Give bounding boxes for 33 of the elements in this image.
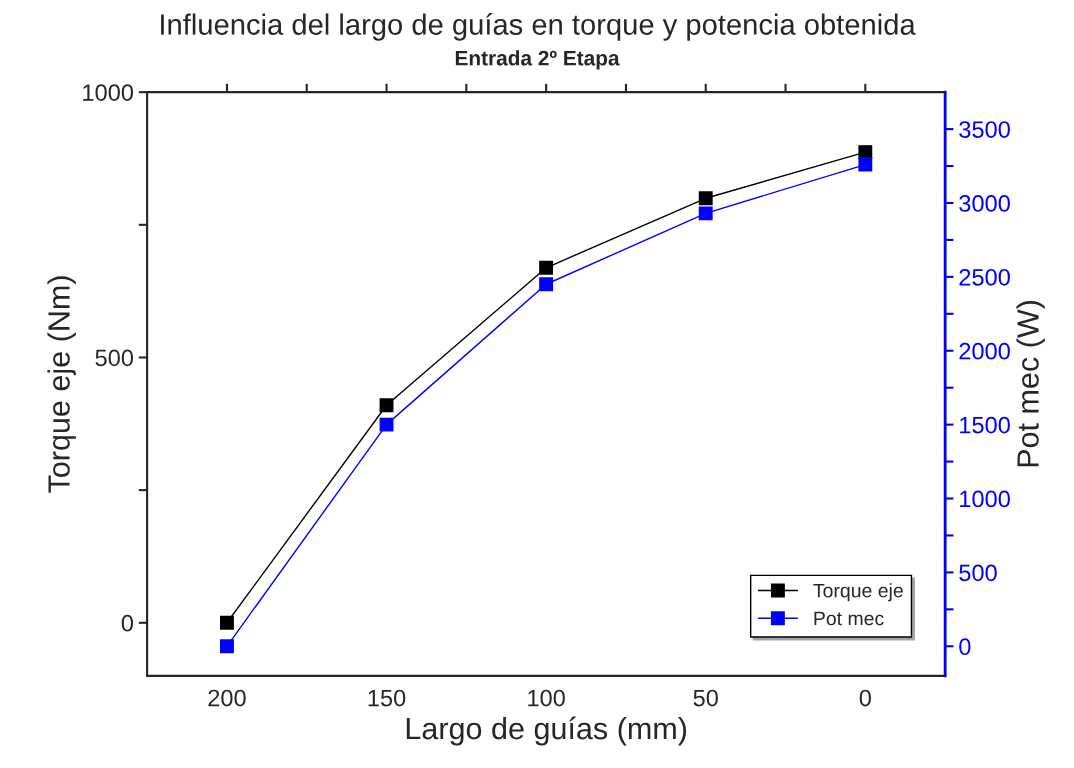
x-tick-label: 200 [208, 689, 246, 707]
y-axis-title: Torque eje (Nm) [47, 276, 76, 493]
point [539, 260, 554, 275]
x-axis-title: Largo de guías (mm) [406, 716, 687, 746]
y2-tick-label: 3000 [959, 195, 1010, 212]
point [698, 191, 713, 206]
y2-tick-label: 2500 [959, 268, 1010, 286]
y2-tick-label: 1000 [960, 490, 1010, 508]
x-tick-label: 0 [859, 689, 871, 707]
y-tick-label: 1000 [83, 84, 134, 101]
point [858, 145, 873, 160]
y-tick-label: 0 [121, 614, 134, 632]
legend-label: Torque eje [813, 583, 903, 602]
y2-tick-label: 2000 [959, 342, 1010, 360]
y2-axis-title: Pot mec (W) [1016, 301, 1045, 467]
point [858, 157, 873, 172]
y2-tick-label: 500 [959, 564, 997, 582]
point [698, 206, 713, 221]
x-tick-label: 50 [693, 689, 718, 707]
y-tick-label: 500 [95, 349, 134, 367]
y2-tick-label: 3500 [959, 121, 1010, 138]
y2-tick-label: 1500 [960, 416, 1010, 434]
point [379, 417, 394, 432]
chart-subtitle: Entrada 2º Etapa [455, 50, 620, 70]
x-tick-label: 150 [368, 689, 406, 707]
x-tick-label: 100 [528, 689, 565, 707]
point [379, 398, 394, 413]
point [219, 639, 234, 654]
legend-label: Pot mec [814, 611, 884, 626]
point [219, 615, 234, 630]
point [539, 277, 554, 292]
y2-tick-label: 0 [959, 638, 971, 656]
chart-title: Influencia del largo de guías en torque y potencia obtenida [161, 13, 916, 41]
